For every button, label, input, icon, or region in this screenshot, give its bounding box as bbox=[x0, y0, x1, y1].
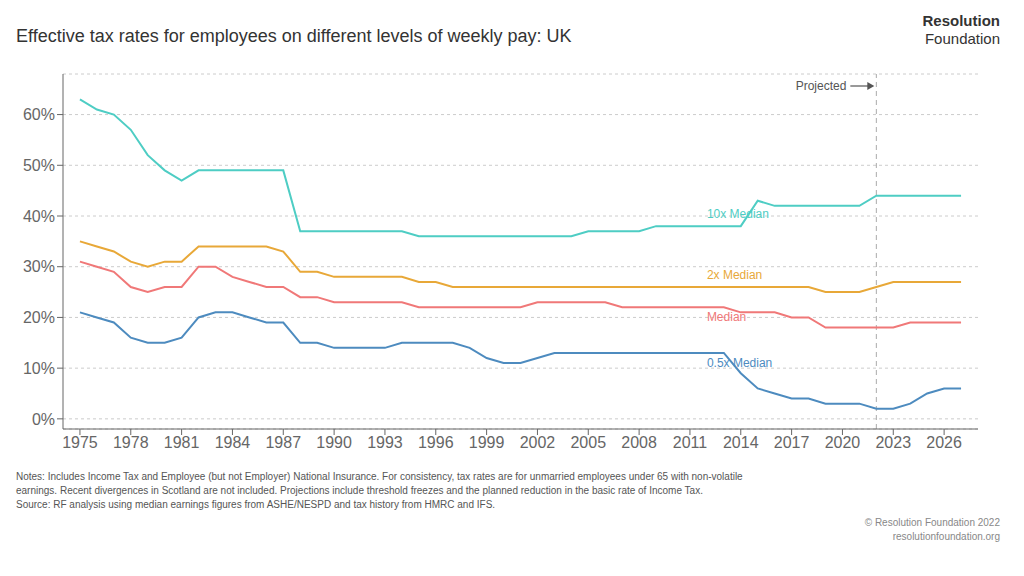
svg-text:1996: 1996 bbox=[418, 434, 454, 451]
svg-text:2020: 2020 bbox=[825, 434, 861, 451]
svg-text:2014: 2014 bbox=[723, 434, 759, 451]
svg-text:1999: 1999 bbox=[469, 434, 505, 451]
svg-text:2017: 2017 bbox=[774, 434, 810, 451]
html-text:Effective tax rates for employ: Effective tax rates for employees on dif… bbox=[16, 26, 572, 46]
svg-text:20%: 20% bbox=[23, 309, 55, 326]
html-text:resolutionfoundation.org: resolutionfoundation.org bbox=[892, 531, 1000, 542]
svg-text:2026: 2026 bbox=[926, 434, 962, 451]
svg-text:10x Median: 10x Median bbox=[707, 207, 769, 221]
svg-text:Projected: Projected bbox=[796, 79, 847, 93]
html-text:Resolution: Resolution bbox=[922, 12, 1000, 29]
svg-text:2023: 2023 bbox=[875, 434, 911, 451]
svg-text:1981: 1981 bbox=[164, 434, 200, 451]
html-text:© Resolution Foundation 2022: © Resolution Foundation 2022 bbox=[864, 517, 1000, 528]
svg-text:2008: 2008 bbox=[621, 434, 657, 451]
svg-text:10%: 10% bbox=[23, 360, 55, 377]
svg-text:2005: 2005 bbox=[570, 434, 606, 451]
svg-text:2002: 2002 bbox=[520, 434, 556, 451]
svg-text:1993: 1993 bbox=[367, 434, 403, 451]
svg-text:2011: 2011 bbox=[673, 434, 708, 451]
svg-text:1984: 1984 bbox=[215, 434, 251, 451]
svg-text:2x Median: 2x Median bbox=[707, 268, 762, 282]
svg-text:1975: 1975 bbox=[62, 434, 98, 451]
svg-text:0.5x Median: 0.5x Median bbox=[707, 356, 772, 370]
svg-text:1987: 1987 bbox=[265, 434, 301, 451]
svg-text:1990: 1990 bbox=[316, 434, 352, 451]
svg-text:30%: 30% bbox=[23, 258, 55, 275]
svg-text:1978: 1978 bbox=[113, 434, 149, 451]
svg-text:60%: 60% bbox=[23, 106, 55, 123]
svg-text:0%: 0% bbox=[32, 411, 55, 428]
html-text:Foundation: Foundation bbox=[924, 30, 1000, 47]
svg-text:50%: 50% bbox=[23, 157, 55, 174]
svg-text:Median: Median bbox=[707, 310, 746, 324]
html-text:Notes: Includes Income Tax and: Notes: Includes Income Tax and Employee … bbox=[16, 471, 743, 510]
svg-text:40%: 40% bbox=[23, 208, 55, 225]
